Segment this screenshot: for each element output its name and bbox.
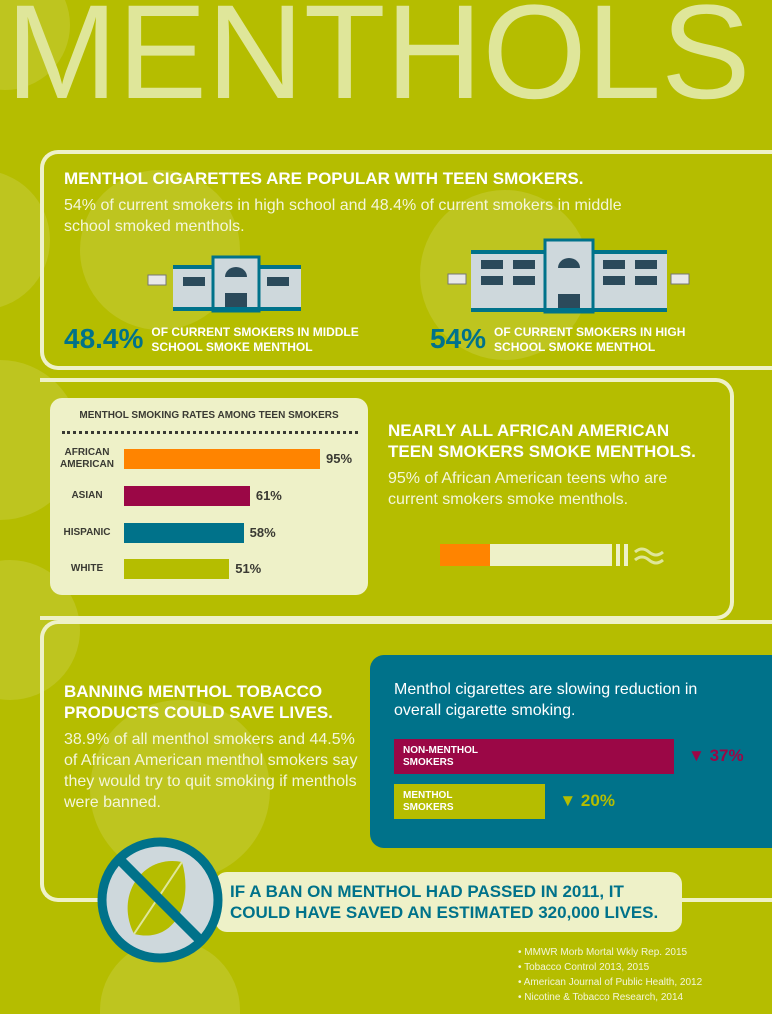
reduction-value: ▼ 20% <box>559 791 615 811</box>
reduction-chart-title: Menthol cigarettes are slowing reduction… <box>394 681 698 719</box>
ban-text-block: BANNING MENTHOL TOBACCO PRODUCTS COULD S… <box>64 681 360 813</box>
source-item: • American Journal of Public Health, 201… <box>518 977 703 988</box>
chart-bar <box>124 486 250 506</box>
source-text: Nicotine & Tobacco Research, 2014 <box>524 992 684 1003</box>
chart-category-label: WHITE <box>70 563 104 574</box>
chart-bar <box>124 449 320 469</box>
teens-body: 54% of current smokers in high school an… <box>64 197 622 235</box>
reduction-panel: Menthol cigarettes are slowing reduction… <box>370 655 772 848</box>
ban-body: 38.9% of all menthol smokers and 44.5% o… <box>64 731 358 811</box>
middle-school-stat-label: OF CURRENT SMOKERS IN MIDDLE SCHOOL SMOK… <box>151 325 359 354</box>
high-school-icon <box>447 238 690 314</box>
chart-value-label: 95% <box>326 451 353 466</box>
chart-category-label: HISPANIC <box>63 527 111 538</box>
source-item: • Nicotine & Tobacco Research, 2014 <box>518 992 684 1003</box>
chart-bar <box>124 559 230 579</box>
banner-text: IF A BAN ON MENTHOL HAD PASSED IN 2011, … <box>230 882 659 922</box>
reduction-bar-label: MENTHOL SMOKERS <box>403 790 454 813</box>
teens-text-block: MENTHOL CIGARETTES ARE POPULAR WITH TEEN… <box>64 168 624 237</box>
middle-school-stat: 48.4% <box>64 323 144 354</box>
reduction-value-text: 37% <box>709 746 744 765</box>
page-title: MENTHOLS <box>6 0 751 127</box>
teen-rates-chart: MENTHOL SMOKING RATES AMONG TEEN SMOKERS… <box>50 398 368 595</box>
reduction-value: ▼ 37% <box>688 746 744 766</box>
reduction-bar: NON-MENTHOL SMOKERS <box>394 739 674 774</box>
section-frame-teens <box>40 150 772 370</box>
source-text: Tobacco Control 2013, 2015 <box>524 962 650 973</box>
chart-title: MENTHOL SMOKING RATES AMONG TEEN SMOKERS <box>79 410 339 421</box>
source-text: American Journal of Public Health, 2012 <box>523 977 703 988</box>
reduction-bar: MENTHOL SMOKERS <box>394 784 546 819</box>
no-menthol-leaf-icon <box>97 837 223 963</box>
dotted-divider <box>62 431 358 434</box>
high-school-stat-label: OF CURRENT SMOKERS IN HIGH SCHOOL SMOKE … <box>494 325 686 354</box>
high-school-stat: 54% <box>430 323 487 354</box>
high-school-stat-group: 54% OF CURRENT SMOKERS IN HIGH SCHOOL SM… <box>430 323 750 355</box>
section-frame-african-american <box>40 378 734 620</box>
middle-school-icon <box>147 255 301 313</box>
source-text: MMWR Morb Mortal Wkly Rep. 2015 <box>524 947 688 958</box>
source-item: • MMWR Morb Mortal Wkly Rep. 2015 <box>518 947 688 958</box>
banner: IF A BAN ON MENTHOL HAD PASSED IN 2011, … <box>215 872 682 932</box>
african-american-body: 95% of African American teens who are cu… <box>388 470 668 508</box>
reduction-bar-label: NON-MENTHOL SMOKERS <box>403 745 478 768</box>
source-item: • Tobacco Control 2013, 2015 <box>518 962 650 973</box>
sources-list: • MMWR Morb Mortal Wkly Rep. 2015 • Toba… <box>518 945 768 1005</box>
reduction-value-text: 20% <box>580 791 615 810</box>
middle-school-stat-group: 48.4% OF CURRENT SMOKERS IN MIDDLE SCHOO… <box>64 323 404 355</box>
chart-category-label: AFRICAN AMERICAN <box>60 447 114 470</box>
teens-headline: MENTHOL CIGARETTES ARE POPULAR WITH TEEN… <box>64 169 584 188</box>
african-american-headline: NEARLY ALL AFRICAN AMERICAN TEEN SMOKERS… <box>388 421 696 461</box>
cigarette-icon <box>440 544 664 566</box>
chart-value-label: 61% <box>255 488 282 503</box>
african-american-text-block: NEARLY ALL AFRICAN AMERICAN TEEN SMOKERS… <box>388 420 718 510</box>
down-arrow-icon: ▼ <box>559 791 577 810</box>
ban-headline: BANNING MENTHOL TOBACCO PRODUCTS COULD S… <box>64 682 333 722</box>
chart-value-label: 51% <box>235 561 262 576</box>
chart-category-label: ASIAN <box>71 490 103 501</box>
chart-value-label: 58% <box>249 525 276 540</box>
down-arrow-icon: ▼ <box>688 746 705 765</box>
chart-bar <box>124 523 244 543</box>
